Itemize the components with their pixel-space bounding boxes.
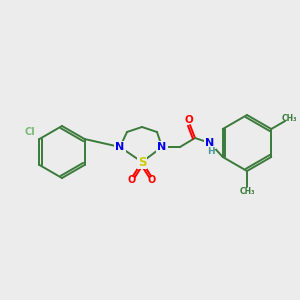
Text: Cl: Cl: [24, 127, 35, 137]
Text: O: O: [128, 175, 136, 185]
Text: O: O: [148, 175, 156, 185]
Text: CH₃: CH₃: [282, 114, 297, 123]
Text: S: S: [138, 155, 146, 169]
Text: N: N: [158, 142, 166, 152]
Text: H: H: [207, 146, 215, 155]
Text: N: N: [116, 142, 124, 152]
Text: O: O: [184, 115, 194, 125]
Text: CH₃: CH₃: [239, 188, 255, 196]
Text: N: N: [206, 138, 214, 148]
